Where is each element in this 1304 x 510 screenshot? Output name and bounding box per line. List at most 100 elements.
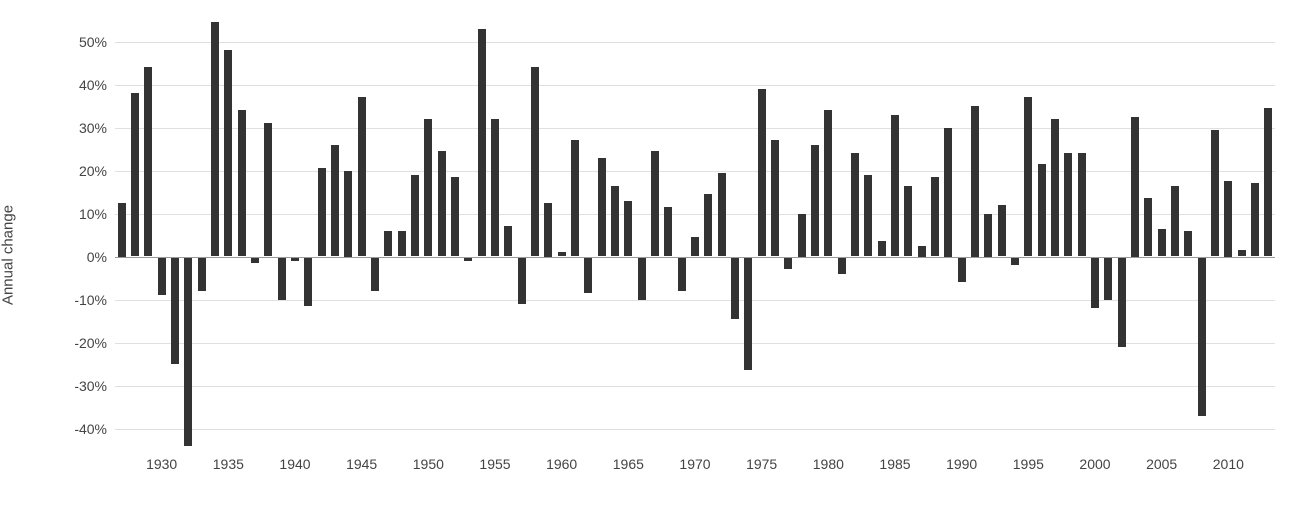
bar — [238, 110, 246, 256]
bar — [958, 257, 966, 283]
bar — [704, 194, 712, 256]
x-tick-label: 1975 — [746, 450, 777, 472]
bar — [411, 175, 419, 257]
bar — [1011, 257, 1019, 266]
bar — [158, 257, 166, 296]
bar — [584, 257, 592, 294]
bar — [331, 145, 339, 257]
bar — [438, 151, 446, 256]
bar — [624, 201, 632, 257]
bar — [984, 214, 992, 257]
bar — [1211, 130, 1219, 257]
bar — [424, 119, 432, 257]
bar — [1144, 198, 1152, 256]
annual-change-bar-chart: Annual change -40%-30%-20%-10%0%10%20%30… — [0, 0, 1304, 510]
bar — [784, 257, 792, 270]
bar — [864, 175, 872, 257]
bar — [264, 123, 272, 256]
x-tick-label: 1990 — [946, 450, 977, 472]
bar — [611, 186, 619, 257]
bar — [1184, 231, 1192, 257]
bar — [811, 145, 819, 257]
bar — [211, 22, 219, 256]
bar — [1064, 153, 1072, 256]
bar — [1104, 257, 1112, 300]
y-tick-label: -10% — [74, 292, 115, 308]
bar — [531, 67, 539, 256]
bar — [144, 67, 152, 256]
bar — [544, 203, 552, 257]
bar — [1224, 181, 1232, 256]
gridline — [115, 386, 1275, 387]
bar — [1198, 257, 1206, 416]
bar — [518, 257, 526, 304]
bar — [851, 153, 859, 256]
x-tick-label: 1965 — [613, 450, 644, 472]
bar — [224, 50, 232, 256]
bar — [838, 257, 846, 274]
x-tick-label: 2000 — [1079, 450, 1110, 472]
bar — [318, 168, 326, 256]
bar — [731, 257, 739, 319]
bar — [1131, 117, 1139, 257]
bar — [131, 93, 139, 256]
x-tick-label: 1970 — [679, 450, 710, 472]
y-tick-label: 10% — [79, 206, 115, 222]
bar — [878, 241, 886, 256]
bar — [918, 246, 926, 257]
bar — [971, 106, 979, 257]
bar — [358, 97, 366, 256]
x-tick-label: 1950 — [413, 450, 444, 472]
y-tick-label: 0% — [87, 249, 115, 265]
bar — [891, 115, 899, 257]
bar — [664, 207, 672, 256]
y-tick-label: 50% — [79, 34, 115, 50]
bar — [184, 257, 192, 446]
bar — [651, 151, 659, 256]
bar — [344, 171, 352, 257]
bar — [504, 226, 512, 256]
bar — [1091, 257, 1099, 309]
x-tick-label: 2005 — [1146, 450, 1177, 472]
gridline — [115, 128, 1275, 129]
bar — [398, 231, 406, 257]
bar — [304, 257, 312, 306]
bar — [744, 257, 752, 371]
bar — [758, 89, 766, 257]
bar — [798, 214, 806, 257]
x-tick-label: 2010 — [1213, 450, 1244, 472]
y-tick-label: 40% — [79, 77, 115, 93]
bar — [371, 257, 379, 291]
bar — [598, 158, 606, 257]
x-tick-label: 1995 — [1013, 450, 1044, 472]
bar — [1038, 164, 1046, 256]
y-tick-label: -20% — [74, 335, 115, 351]
bar — [171, 257, 179, 365]
bar — [904, 186, 912, 257]
x-tick-label: 1980 — [813, 450, 844, 472]
gridline — [115, 214, 1275, 215]
bar — [998, 205, 1006, 257]
bar — [1078, 153, 1086, 256]
bar — [638, 257, 646, 300]
y-tick-label: 20% — [79, 163, 115, 179]
x-tick-label: 1945 — [346, 450, 377, 472]
bar — [1118, 257, 1126, 347]
y-axis-title: Annual change — [0, 205, 17, 305]
y-tick-label: -30% — [74, 378, 115, 394]
bar — [771, 140, 779, 256]
gridline — [115, 42, 1275, 43]
bar — [1251, 183, 1259, 256]
bar — [198, 257, 206, 291]
bar — [571, 140, 579, 256]
bar — [1264, 108, 1272, 256]
zero-line-overlay — [115, 257, 1275, 258]
bar — [931, 177, 939, 257]
bar — [278, 257, 286, 300]
x-tick-label: 1930 — [146, 450, 177, 472]
bar — [1158, 229, 1166, 257]
bar — [118, 203, 126, 257]
bar — [384, 231, 392, 257]
bar — [1024, 97, 1032, 256]
y-tick-label: -40% — [74, 421, 115, 437]
